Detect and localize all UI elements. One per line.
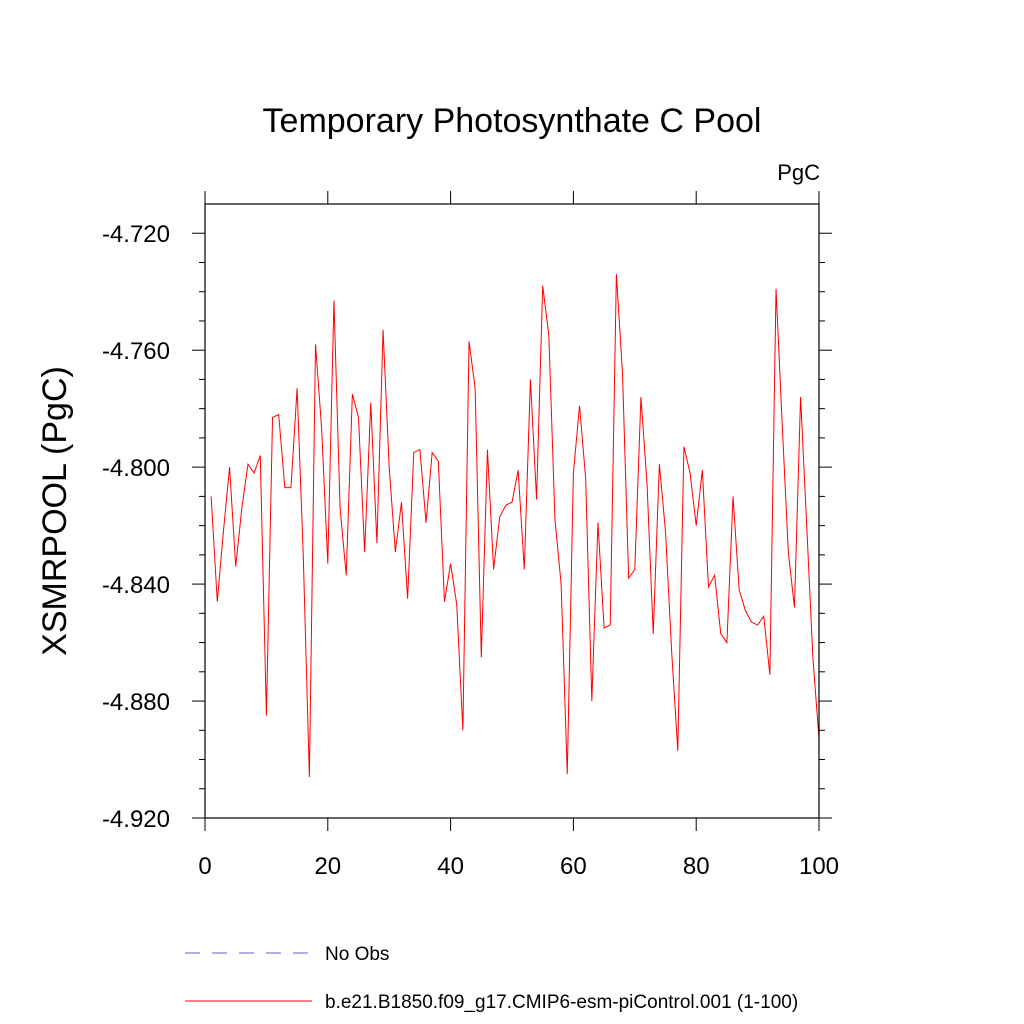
axis-tick-labels: 0 20 40 60 80 100 -4.920 -4.880 -4.840 -4.800 -4.7… (102, 221, 839, 880)
y-tick-label: -4.880 (102, 689, 170, 716)
axis-ticks (192, 191, 832, 831)
units-label: PgC (777, 160, 820, 185)
y-tick-label: -4.920 (102, 806, 170, 833)
x-tick-label: 100 (799, 853, 839, 880)
legend-label-no-obs: No Obs (325, 944, 389, 965)
x-tick-label: 20 (314, 853, 341, 880)
x-tick-label: 0 (198, 853, 211, 880)
y-tick-label: -4.840 (102, 572, 170, 599)
legend-label-control-run: b.e21.B1850.f09_g17.CMIP6-esm-piControl.… (325, 992, 798, 1013)
series-lines (210, 274, 820, 778)
series-line-0 (210, 274, 820, 778)
y-axis-label: XSMRPOOL (PgC) (36, 366, 74, 656)
plot-frame (204, 203, 820, 819)
y-tick-label: -4.800 (102, 455, 170, 482)
x-tick-label: 80 (683, 853, 710, 880)
chart-title: Temporary Photosynthate C Pool (263, 102, 762, 140)
legend: No Obs b.e21.B1850.f09_g17.CMIP6-esm-piC… (185, 944, 798, 1013)
y-tick-label: -4.760 (102, 338, 170, 365)
y-tick-label: -4.720 (102, 221, 170, 248)
x-tick-label: 60 (560, 853, 587, 880)
x-tick-label: 40 (437, 853, 464, 880)
